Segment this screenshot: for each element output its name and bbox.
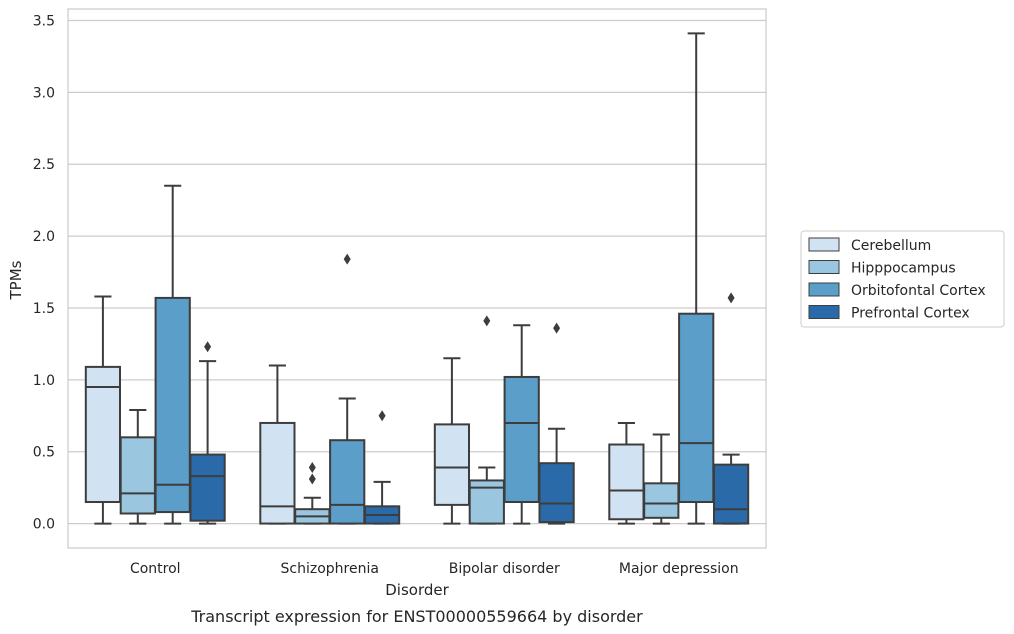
outlier-point bbox=[308, 462, 316, 474]
y-axis-label: TPMs bbox=[7, 260, 25, 300]
box-body bbox=[712, 463, 750, 525]
box-orbitofontal-cortex bbox=[329, 253, 366, 525]
box-body bbox=[154, 296, 191, 514]
y-tick-label: 1.0 bbox=[33, 373, 55, 389]
box-series-group bbox=[84, 32, 750, 525]
box-orbitofontal-cortex bbox=[154, 184, 191, 525]
legend-swatch bbox=[808, 260, 840, 274]
outlier-point bbox=[204, 341, 212, 353]
y-tick-label: 3.5 bbox=[33, 13, 55, 29]
x-tick-label: Control bbox=[130, 561, 181, 577]
box-body bbox=[678, 312, 715, 504]
box-body bbox=[119, 436, 156, 515]
box-orbitofontal-cortex bbox=[503, 324, 540, 525]
box-body bbox=[503, 375, 540, 504]
box-body bbox=[433, 423, 471, 506]
legend-label: Orbitofontal Cortex bbox=[851, 283, 986, 299]
plot-frame bbox=[67, 8, 767, 549]
box-body bbox=[189, 453, 226, 522]
legend-label: Cerebellum bbox=[851, 238, 931, 254]
box-body bbox=[329, 439, 366, 525]
outlier-point bbox=[553, 322, 561, 334]
y-tick-label: 1.5 bbox=[33, 301, 55, 317]
box-cerebellum bbox=[608, 421, 645, 525]
legend-label: Prefrontal Cortex bbox=[851, 306, 970, 322]
box-prefrontal-cortex bbox=[363, 410, 401, 525]
box-body bbox=[84, 365, 122, 504]
box-prefrontal-cortex bbox=[189, 341, 226, 525]
x-axis-label: Disorder bbox=[385, 581, 449, 599]
box-body bbox=[608, 443, 645, 521]
y-tick-label: 2.5 bbox=[33, 157, 55, 173]
legend-frame bbox=[800, 230, 1005, 328]
x-tick-label: Schizophrenia bbox=[281, 561, 379, 577]
outlier-point bbox=[343, 253, 351, 265]
box-cerebellum bbox=[84, 295, 122, 525]
outlier-point bbox=[308, 473, 316, 485]
outlier-point bbox=[483, 315, 491, 327]
x-tick-label: Bipolar disorder bbox=[449, 561, 560, 577]
box-hipppocampus bbox=[468, 315, 505, 525]
box-hipppocampus bbox=[119, 409, 156, 525]
box-cerebellum bbox=[259, 364, 296, 525]
box-hipppocampus bbox=[294, 462, 331, 525]
y-tick-label: 0.5 bbox=[33, 445, 55, 461]
legend: Cerebellum Hipppocampus Orbitofontal Corte… bbox=[800, 230, 1005, 328]
outlier-point bbox=[727, 292, 735, 304]
y-tick-label: 2.0 bbox=[33, 229, 55, 245]
x-tick-label: Major depression bbox=[619, 561, 739, 577]
box-body bbox=[643, 482, 680, 519]
chart-caption: Transcript expression for ENST0000055966… bbox=[190, 607, 643, 626]
legend-swatch bbox=[808, 282, 840, 297]
y-axis-ticks: 0.0 0.5 1.0 1.5 2.0 2.5 3.0 3.5 bbox=[33, 13, 55, 532]
x-axis-ticks: Control Schizophrenia Bipolar disorder Majo… bbox=[130, 561, 739, 577]
legend-label: Hipppocampus bbox=[851, 261, 956, 277]
legend-swatch bbox=[808, 305, 840, 319]
box-body bbox=[538, 462, 575, 524]
y-tick-label: 0.0 bbox=[33, 517, 55, 533]
box-prefrontal-cortex bbox=[712, 292, 750, 525]
legend-swatch bbox=[808, 237, 840, 252]
box-cerebellum bbox=[433, 357, 471, 525]
box-orbitofontal-cortex bbox=[678, 32, 715, 525]
outlier-point bbox=[378, 410, 386, 422]
box-prefrontal-cortex bbox=[538, 322, 575, 525]
box-body bbox=[259, 421, 296, 525]
y-tick-label: 3.0 bbox=[33, 85, 55, 101]
